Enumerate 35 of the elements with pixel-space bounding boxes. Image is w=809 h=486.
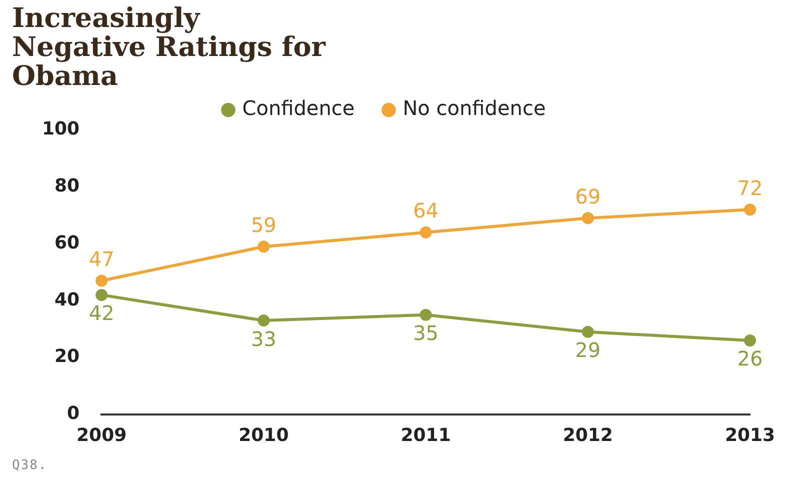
data-label: 33 — [250, 326, 276, 351]
y-tick-label: 40 — [54, 289, 80, 310]
data-label: 26 — [737, 346, 763, 371]
data-label: 42 — [88, 301, 114, 326]
point — [582, 326, 594, 338]
x-tick-label: 2011 — [400, 424, 451, 446]
text: Q38. — [12, 458, 48, 473]
data-label: 64 — [413, 198, 439, 223]
chart-title: Increasingly Negative Ratings for Obama — [12, 3, 327, 92]
x-tick-label: 2009 — [76, 424, 127, 446]
y-tick-label: 80 — [54, 176, 80, 197]
y-tick-label: 20 — [54, 346, 80, 368]
point — [96, 288, 108, 301]
data-label: 59 — [250, 212, 276, 237]
legend-label: Confidence — [242, 96, 355, 120]
point — [258, 314, 270, 327]
point — [744, 204, 756, 216]
point — [96, 274, 108, 287]
data-label: 72 — [737, 176, 763, 200]
x-tick-label: 2010 — [238, 424, 289, 446]
point — [582, 212, 594, 224]
point — [420, 226, 432, 238]
y-tick-label: 100 — [42, 118, 80, 140]
point — [258, 240, 270, 253]
y-tick-label: 0 — [67, 403, 80, 424]
point — [744, 334, 756, 346]
x-tick-label: 2012 — [562, 424, 613, 446]
legend-label: No confidence — [402, 96, 546, 120]
data-label: 69 — [575, 184, 601, 208]
y-tick-label: 60 — [54, 232, 80, 254]
data-label: 47 — [88, 246, 114, 271]
x-tick-label: 2013 — [724, 424, 776, 446]
data-label: 35 — [413, 321, 439, 346]
point — [420, 308, 432, 321]
data-label: 29 — [575, 338, 601, 362]
